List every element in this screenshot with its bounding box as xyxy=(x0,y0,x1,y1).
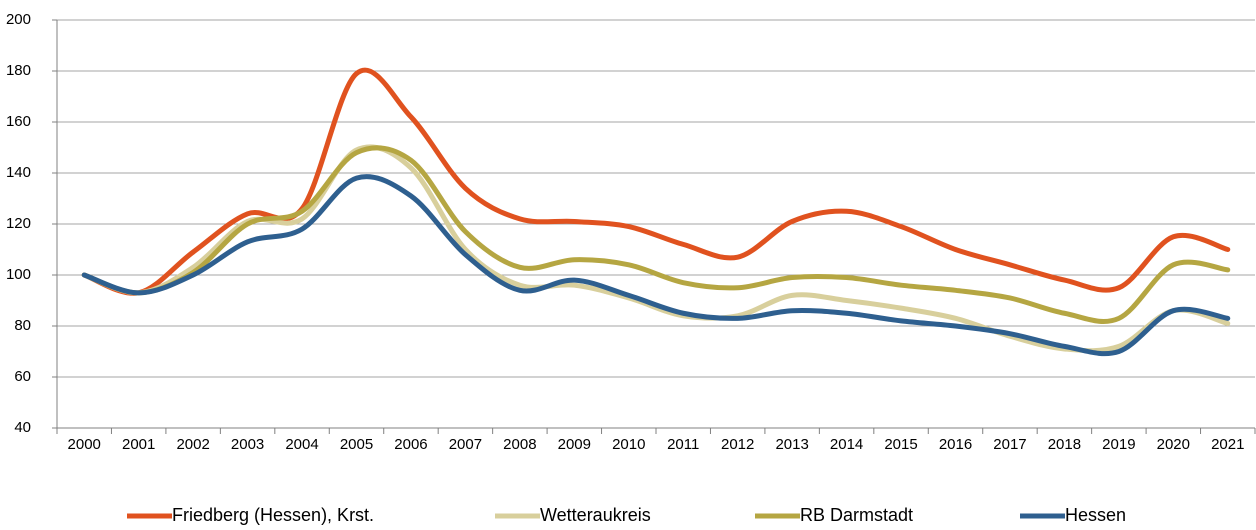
y-tick-label: 120 xyxy=(6,215,31,232)
legend-label: RB Darmstadt xyxy=(800,505,913,525)
y-tick-label: 60 xyxy=(14,368,31,385)
legend-label: Hessen xyxy=(1065,505,1126,525)
y-tick-label: 160 xyxy=(6,113,31,130)
y-tick-label: 80 xyxy=(14,317,31,334)
series-line xyxy=(81,174,1231,357)
x-tick-label: 2016 xyxy=(939,436,972,453)
x-tick-label: 2008 xyxy=(503,436,536,453)
x-tick-label: 2021 xyxy=(1211,436,1244,453)
x-tick-label: 2014 xyxy=(830,436,863,453)
legend-label: Friedberg (Hessen), Krst. xyxy=(172,505,374,525)
x-tick-label: 2006 xyxy=(394,436,427,453)
x-tick-label: 2005 xyxy=(340,436,373,453)
x-tick-label: 2015 xyxy=(884,436,917,453)
x-tick-label: 2020 xyxy=(1157,436,1190,453)
series-line xyxy=(81,145,1231,324)
y-tick-label: 200 xyxy=(6,11,31,28)
y-tick-label: 140 xyxy=(6,164,31,181)
x-tick-label: 2019 xyxy=(1102,436,1135,453)
y-tick-label: 180 xyxy=(6,62,31,79)
x-tick-label: 2004 xyxy=(285,436,318,453)
x-tick-label: 2009 xyxy=(558,436,591,453)
x-tick-label: 2001 xyxy=(122,436,155,453)
x-tick-label: 2007 xyxy=(449,436,482,453)
x-tick-label: 2011 xyxy=(667,436,699,453)
x-tick-label: 2010 xyxy=(612,436,645,453)
x-tick-label: 2012 xyxy=(721,436,754,453)
x-tick-label: 2017 xyxy=(993,436,1026,453)
x-tick-label: 2018 xyxy=(1048,436,1081,453)
series-line xyxy=(81,67,1231,296)
legend-label: Wetteraukreis xyxy=(540,505,651,525)
x-tick-label: 2000 xyxy=(68,436,101,453)
y-tick-label: 40 xyxy=(14,419,31,436)
x-tick-label: 2003 xyxy=(231,436,264,453)
y-tick-label: 100 xyxy=(6,266,31,283)
x-tick-label: 2002 xyxy=(176,436,209,453)
x-tick-label: 2013 xyxy=(775,436,808,453)
series-line xyxy=(81,144,1231,354)
